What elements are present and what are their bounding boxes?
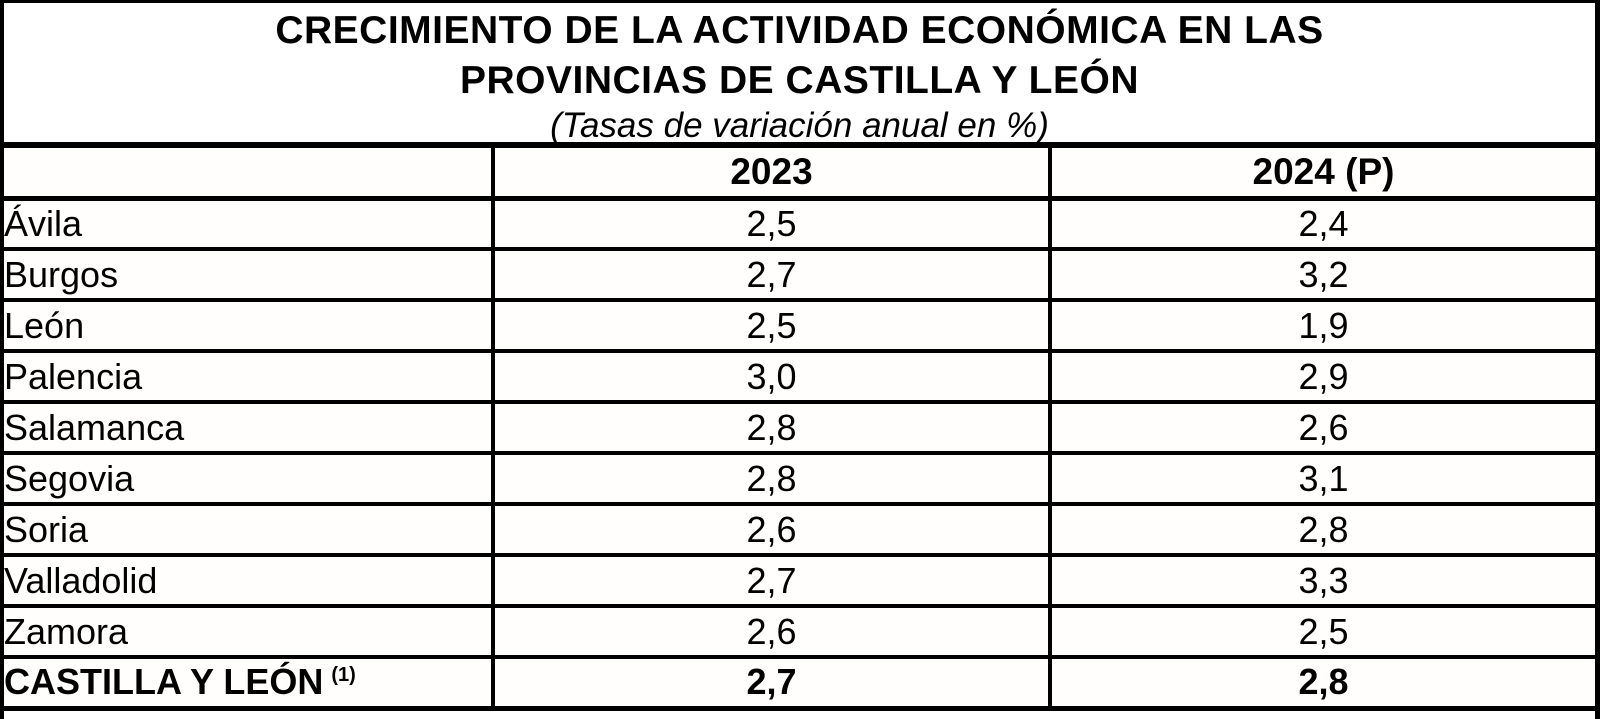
- province-cell: León: [4, 298, 495, 353]
- value-2024-cell: 2,4: [1048, 196, 1595, 251]
- header-row: 2023 2024 (P): [4, 142, 1595, 201]
- total-label-cell: CASTILLA Y LEÓN (1): [4, 655, 495, 711]
- value-2023-cell: 2,8: [491, 451, 1052, 506]
- footnote-marker: (1): [331, 664, 356, 687]
- total-label: CASTILLA Y LEÓN: [4, 661, 324, 703]
- value-2024-cell: 2,6: [1048, 400, 1595, 455]
- value-2023-cell: 2,8: [491, 400, 1052, 455]
- value-2024-cell: 2,9: [1048, 349, 1595, 404]
- table-row-avila: Ávila 2,5 2,4: [4, 196, 1595, 251]
- value-2023-cell: 2,7: [491, 553, 1052, 608]
- table-row-salamanca: Salamanca 2,8 2,6: [4, 400, 1595, 455]
- table-row-palencia: Palencia 3,0 2,9: [4, 349, 1595, 404]
- value-2023-cell: 2,6: [491, 604, 1052, 659]
- value-2023-cell: 2,7: [491, 247, 1052, 302]
- growth-table: 2023 2024 (P) Ávila 2,5 2,4 Burgos 2,7 3…: [4, 142, 1595, 711]
- table-row-burgos: Burgos 2,7 3,2: [4, 247, 1595, 302]
- total-value-2023-cell: 2,7: [491, 655, 1052, 711]
- footnote-strip: [4, 710, 1595, 719]
- table-title-line2: PROVINCIAS DE CASTILLA Y LEÓN: [459, 59, 1140, 102]
- table-row-soria: Soria 2,6 2,8: [4, 502, 1595, 557]
- value-2023-cell: 2,5: [491, 196, 1052, 251]
- col-header-2023: 2023: [491, 142, 1052, 201]
- value-2024-cell: 3,3: [1048, 553, 1595, 608]
- title-block: CRECIMIENTO DE LA ACTIVIDAD ECONÓMICA EN…: [4, 3, 1595, 145]
- value-2024-cell: 2,8: [1048, 502, 1595, 557]
- total-value-2024-cell: 2,8: [1048, 655, 1595, 711]
- col-header-province: [4, 142, 495, 201]
- col-header-2024: 2024 (P): [1048, 142, 1595, 201]
- value-2024-cell: 3,2: [1048, 247, 1595, 302]
- table-row-segovia: Segovia 2,8 3,1: [4, 451, 1595, 506]
- total-row-castilla-y-leon: CASTILLA Y LEÓN (1) 2,7 2,8: [4, 655, 1595, 711]
- province-cell: Ávila: [4, 196, 495, 251]
- table-row-valladolid: Valladolid 2,7 3,3: [4, 553, 1595, 608]
- province-cell: Palencia: [4, 349, 495, 404]
- province-cell: Salamanca: [4, 400, 495, 455]
- table-row-leon: León 2,5 1,9: [4, 298, 1595, 353]
- value-2023-cell: 2,5: [491, 298, 1052, 353]
- table-subtitle: (Tasas de variación anual en %): [550, 106, 1049, 145]
- province-cell: Zamora: [4, 604, 495, 659]
- province-cell: Burgos: [4, 247, 495, 302]
- value-2024-cell: 3,1: [1048, 451, 1595, 506]
- province-cell: Segovia: [4, 451, 495, 506]
- value-2024-cell: 2,5: [1048, 604, 1595, 659]
- value-2023-cell: 2,6: [491, 502, 1052, 557]
- value-2024-cell: 1,9: [1048, 298, 1595, 353]
- province-cell: Soria: [4, 502, 495, 557]
- province-cell: Valladolid: [4, 553, 495, 608]
- value-2023-cell: 3,0: [491, 349, 1052, 404]
- table-title-line1: CRECIMIENTO DE LA ACTIVIDAD ECONÓMICA EN…: [275, 9, 1324, 52]
- table-row-zamora: Zamora 2,6 2,5: [4, 604, 1595, 659]
